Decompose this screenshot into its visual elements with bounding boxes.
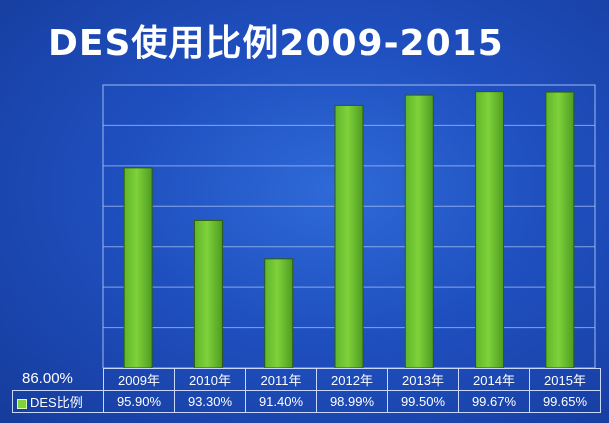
- bar-2012年: [334, 104, 364, 369]
- value-label: 95.90%: [103, 390, 175, 413]
- chart-title: DES使用比例2009-2015: [48, 23, 504, 64]
- bar-2011年: [264, 258, 294, 369]
- category-label: 2015年: [529, 368, 601, 391]
- value-label: 99.65%: [529, 390, 601, 413]
- bar-2010年: [193, 219, 223, 369]
- data-table-value-row: DES比例 95.90% 93.30% 91.40% 98.99% 99.50%…: [12, 390, 601, 413]
- bar-2009年: [123, 167, 153, 369]
- y-axis-min-label: 86.00%: [22, 370, 73, 387]
- value-label: 91.40%: [245, 390, 317, 413]
- legend-label: DES比例: [30, 395, 83, 410]
- data-table: 2009年 2010年 2011年 2012年 2013年 2014年 2015…: [12, 368, 601, 413]
- bar-2014年: [475, 91, 505, 369]
- legend-entry: DES比例: [12, 390, 104, 413]
- category-label: 2009年: [103, 368, 175, 391]
- value-label: 99.67%: [458, 390, 530, 413]
- category-label: 2010年: [174, 368, 246, 391]
- value-label: 99.50%: [387, 390, 459, 413]
- value-label: 98.99%: [316, 390, 388, 413]
- data-table-corner: [13, 369, 104, 391]
- value-label: 93.30%: [174, 390, 246, 413]
- category-label: 2011年: [245, 368, 317, 391]
- category-label: 2013年: [387, 368, 459, 391]
- category-label: 2014年: [458, 368, 530, 391]
- bar-2013年: [404, 94, 434, 369]
- data-table-category-row: 2009年 2010年 2011年 2012年 2013年 2014年 2015…: [13, 368, 601, 391]
- bar-2015年: [545, 91, 575, 369]
- category-label: 2012年: [316, 368, 388, 391]
- legend-swatch-icon: [17, 398, 27, 409]
